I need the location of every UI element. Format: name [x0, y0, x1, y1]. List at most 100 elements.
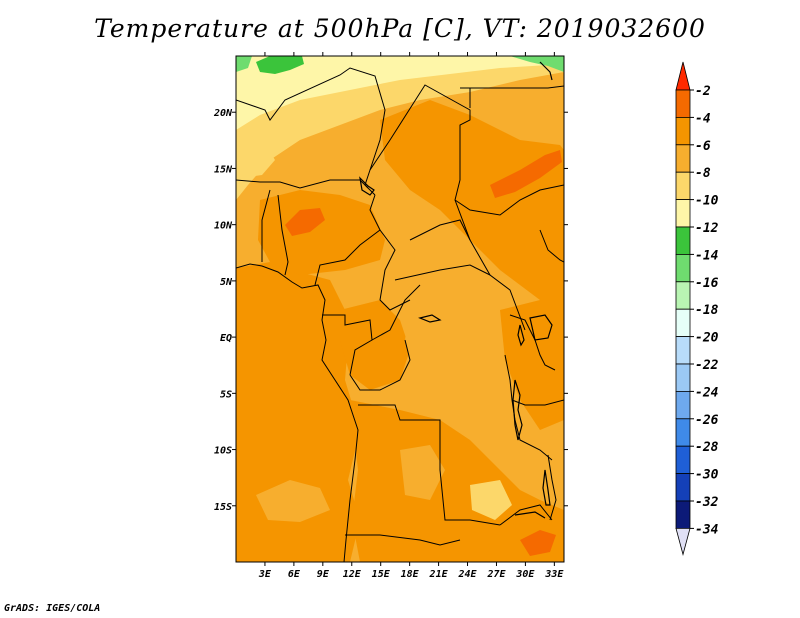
colorbar-box: [675, 226, 691, 255]
lat-tick-label: 20N: [213, 108, 233, 119]
coastline-atlantic: [236, 263, 359, 562]
border-chad-car: [409, 219, 471, 241]
map-frame: [235, 55, 565, 563]
colorbar-label: -22: [695, 358, 719, 373]
border-sudan-south: [454, 184, 564, 216]
colorbar-label: -30: [695, 468, 719, 483]
colorbar-label: -4: [695, 111, 711, 126]
colorbar-label: -16: [695, 276, 719, 291]
field-cool-southwest: [256, 480, 330, 522]
colorbar-label: -8: [695, 166, 711, 181]
congo-river-segment: [418, 314, 442, 323]
lon-tick-label: 9E: [317, 569, 330, 580]
colorbar-box: [675, 473, 691, 502]
field-warm-west: [236, 262, 360, 562]
lake-malawi: [542, 469, 551, 506]
lake-victoria: [529, 314, 553, 341]
lat-tick-label: EQ: [220, 333, 232, 344]
lat-tick-label: 15S: [214, 502, 232, 513]
lon-tick-label: 15E: [372, 569, 391, 580]
lat-tick-label: 10S: [214, 446, 232, 457]
colorbar-label: -20: [695, 331, 719, 346]
lat-tick-label: 15N: [214, 164, 233, 175]
lon-tick-label: 21E: [429, 569, 449, 580]
colorbar-label: -28: [695, 440, 719, 455]
colorbar-label: -6: [695, 139, 711, 154]
colorbar-label: -26: [695, 413, 719, 428]
field-hot-streak-west: [285, 208, 325, 236]
colorbar-label: -10: [695, 194, 719, 209]
lakes: [359, 61, 553, 519]
field-cool-congo: [405, 290, 500, 410]
field-warm-south: [350, 400, 564, 562]
colorbar-box: [675, 171, 691, 200]
boundaries: [236, 67, 564, 562]
lake-tanganyika: [512, 379, 523, 441]
lon-tick-label: 27E: [486, 569, 506, 580]
map-title: Temperature at 500hPa [C], VT: 201903260…: [94, 14, 706, 43]
lon-tick-label: 30E: [515, 569, 535, 580]
field-hot-streak-northeast: [490, 150, 562, 198]
longitude-ticks: 3E 6E 9E 12E 15E 18E 21E 24E 27E 30E 33E: [258, 52, 564, 580]
colorbar-box: [675, 89, 691, 118]
colorbar-box: [675, 418, 691, 447]
field-band-minus12: [236, 56, 564, 130]
colorbar-label: -2: [695, 84, 711, 99]
lat-tick-label: 5N: [220, 277, 233, 288]
border-angola-namibia: [345, 534, 461, 546]
credit-label: GrADS: IGES/COLA: [4, 603, 101, 614]
border-uganda-kenya: [509, 314, 556, 371]
colorbar: -2 -4 -6 -8 -10 -12 -14 -16 -18 -20 -22 -24 -26 -28 -3…: [675, 61, 719, 556]
field-green-west: [236, 56, 252, 72]
colorbar-label: -34: [695, 522, 719, 537]
colorbar-box: [675, 308, 691, 338]
colorbar-label: -32: [695, 495, 719, 510]
border-chad-sudan: [369, 84, 526, 331]
border-angola-drc: [358, 404, 501, 526]
border-congo-drc: [371, 284, 421, 341]
border-sahel-north: [236, 67, 386, 196]
colorbar-label: -24: [695, 385, 719, 400]
colorbar-box: [675, 500, 691, 529]
field-warm-east: [500, 300, 564, 430]
field-green-northeast: [510, 56, 564, 72]
colorbar-box: [675, 390, 691, 420]
border-egypt-sudan: [470, 85, 564, 89]
lon-tick-label: 18E: [401, 569, 420, 580]
lat-tick-label: 10N: [214, 221, 233, 232]
latitude-ticks: 20N 15N 10N 5N EQ 5S 10S 15S: [213, 108, 568, 513]
lon-tick-label: 33E: [544, 569, 564, 580]
colorbar-label: -18: [695, 303, 719, 318]
border-gabon: [322, 314, 373, 376]
lake-albert: [517, 324, 525, 347]
border-car-south: [394, 264, 491, 281]
lon-tick-label: 12E: [343, 569, 362, 580]
field-hot-streak-south: [520, 530, 556, 556]
nile-delta: [539, 61, 553, 81]
field-cool-south-east: [470, 480, 512, 520]
colorbar-label: -12: [695, 221, 719, 236]
colorbar-box: [675, 144, 691, 173]
colorbar-box: [675, 199, 691, 228]
lake-kariba: [514, 511, 546, 519]
colorbar-arrow-top: [675, 61, 691, 91]
colorbar-box: [675, 445, 691, 475]
border-drc-west: [349, 339, 411, 391]
field-cool-westcoast: [236, 135, 275, 178]
lake-chad: [359, 176, 375, 196]
colorbar-label: -14: [695, 248, 719, 263]
lon-tick-label: 3E: [258, 569, 272, 580]
field-cool-south-central: [400, 445, 445, 500]
lat-tick-label: 5S: [220, 389, 232, 400]
border-ethiopia: [539, 229, 564, 263]
colorbar-box: [675, 117, 691, 146]
border-zambia-east: [499, 504, 553, 526]
border-mozambique: [547, 454, 557, 521]
colorbar-box: [675, 253, 691, 283]
field-warm-north-central: [258, 190, 385, 275]
colorbar-box: [675, 336, 691, 365]
lon-tick-label: 24E: [457, 569, 477, 580]
border-nigeria-cameroon: [314, 194, 381, 286]
border-cameroon-car: [379, 229, 411, 311]
